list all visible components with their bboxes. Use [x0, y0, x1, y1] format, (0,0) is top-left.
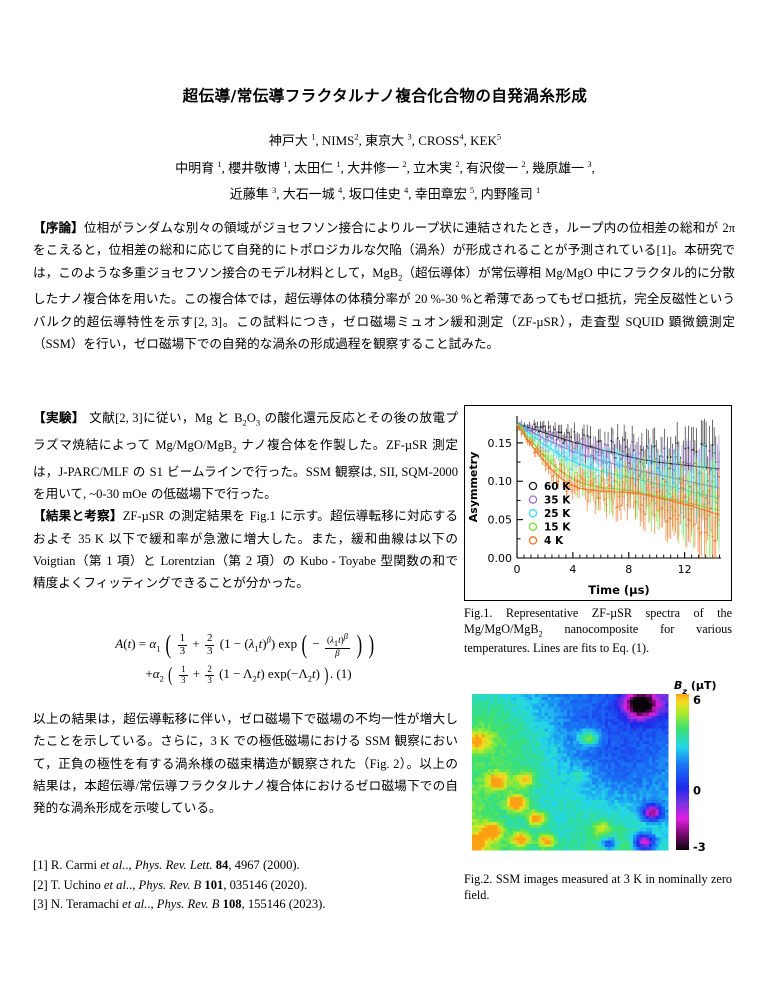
- svg-text:60 K: 60 K: [544, 481, 571, 493]
- reference-etal: et al.: [100, 858, 126, 872]
- section-results: 【結果と考察】ZF-µSR の測定結果を Fig.1 に示す。超伝導転移に対応す…: [33, 508, 459, 591]
- reference-journal: Phys. Rev. B: [156, 897, 220, 911]
- reference-tag: [3]: [33, 897, 48, 911]
- svg-text:0.10: 0.10: [488, 475, 513, 488]
- introduction-label: 【序論】: [33, 220, 84, 235]
- reference-journal: Phys. Rev. B: [138, 877, 202, 892]
- svg-text:0.15: 0.15: [488, 437, 513, 450]
- svg-text:8: 8: [625, 563, 632, 576]
- svg-text:12: 12: [678, 563, 692, 576]
- reference-volume: 84: [215, 858, 229, 872]
- paren-close: ): [368, 630, 375, 660]
- reference-volume: 101: [204, 877, 224, 892]
- reference-pages: 035146: [229, 877, 268, 892]
- figure-2-caption-text: Fig.2. SSM images measured at 3 K in nom…: [464, 872, 732, 902]
- reference-authors: N. Teramachi: [50, 897, 119, 911]
- left-column: 【実験】 文献[2, 3]に従い，Mg と B2O3 の酸化還元反応とその後の放…: [33, 407, 458, 594]
- reference-item: [3] N. Teramachi et al.., Phys. Rev. B 1…: [33, 897, 326, 911]
- svg-text:Bz (µT): Bz (µT): [674, 679, 717, 696]
- reference-list: [1] R. Carmi et al.., Phys. Rev. Lett. 8…: [33, 856, 458, 915]
- experiment-label: 【実験】: [33, 410, 85, 425]
- reference-volume: 108: [222, 897, 242, 911]
- svg-text:Asymmetry: Asymmetry: [467, 452, 480, 522]
- svg-text:4: 4: [569, 563, 576, 576]
- svg-text:15 K: 15 K: [544, 522, 571, 534]
- paren-close-inner: ): [356, 630, 363, 660]
- svg-text:0: 0: [693, 784, 701, 798]
- svg-text:25 K: 25 K: [544, 508, 571, 520]
- section-experiment: 【実験】 文献[2, 3]に従い，Mg と B2O3 の酸化還元反応とその後の放…: [33, 410, 459, 501]
- svg-text:Time (µs): Time (µs): [588, 583, 649, 597]
- reference-tag: [2]: [33, 877, 48, 892]
- author-line-1: 中明育 1, 櫻井敬博 1, 太田仁 1, 大井修一 2, 立木実 2, 有沢俊…: [175, 159, 595, 176]
- paren-close-2: ): [324, 664, 329, 687]
- figure-2-caption: Fig.2. SSM images measured at 3 K in nom…: [464, 872, 732, 903]
- figure-1-caption: Fig.1. Representative ZF-µSR spectra of …: [464, 606, 732, 656]
- reference-authors: T. Uchino: [50, 877, 101, 892]
- reference-item: [1] R. Carmi et al.., Phys. Rev. Lett. 8…: [33, 858, 300, 872]
- section-conclusion: 以上の結果は，超伝導転移に伴い，ゼロ磁場下で磁場の不均一性が増大したことを示して…: [33, 711, 459, 816]
- reference-year: (2023).: [288, 897, 326, 911]
- reference-pages: 155146: [247, 897, 286, 911]
- svg-text:0.05: 0.05: [488, 514, 513, 527]
- reference-etal: et al.: [103, 877, 130, 892]
- reference-pages: 4967: [234, 858, 260, 872]
- reference-authors: R. Carmi: [50, 858, 98, 872]
- reference-tag: [1]: [33, 858, 48, 872]
- author-list: 中明育 1, 櫻井敬博 1, 太田仁 1, 大井修一 2, 立木実 2, 有沢俊…: [50, 153, 720, 206]
- ssm-magnetic-map: Bz (µT)6 0 -3: [472, 679, 717, 854]
- svg-text:4 K: 4 K: [544, 535, 564, 547]
- figure-1-chart: 0.00 0.05 0.10 0.15 0 4 8 12 Time (µs) Asymmetry 6…: [464, 405, 732, 601]
- svg-text:35 K: 35 K: [544, 494, 571, 506]
- reference-etal: et al.: [122, 897, 148, 911]
- svg-text:0: 0: [514, 563, 521, 576]
- reference-year: (2020).: [270, 877, 308, 892]
- svg-text:6: 6: [693, 693, 701, 707]
- affiliation-line: 神戸大 1, NIMS2, 東京大 3, CROSS4, KEK5: [268, 131, 502, 148]
- author-line-2: 近藤隼 3, 大石一城 4, 坂口佳史 4, 幸田章宏 5, 内野隆司 1: [229, 185, 541, 202]
- reference-year: (2000).: [262, 858, 300, 872]
- results-label: 【結果と考察】: [33, 508, 123, 524]
- title-text: 超伝導/常伝導フラクタルナノ複合化合物の自発渦糸形成: [182, 87, 588, 105]
- figure-2-ssm-image: Bz (µT) 6 0 -3: [464, 676, 732, 862]
- reference-item: [2] T. Uchino et al.., Phys. Rev. B 101,…: [33, 877, 308, 892]
- reference-journal: Phys. Rev. Lett.: [134, 858, 213, 872]
- section-introduction: 【序論】位相がランダムな別々の領域がジョセフソン接合によりループ状に連結されたと…: [33, 220, 735, 351]
- paren-open-inner: (: [301, 630, 308, 660]
- paren-open: (: [165, 630, 171, 660]
- page-title: 超伝導/常伝導フラクタルナノ複合化合物の自発渦糸形成: [60, 84, 710, 106]
- equation-number: (1): [336, 666, 352, 682]
- asymmetry-vs-time-plot: 0.00 0.05 0.10 0.15 0 4 8 12 Time (µs) Asymmetry 6…: [467, 416, 721, 597]
- svg-text:-3: -3: [693, 840, 706, 854]
- paren-open-2: (: [168, 664, 173, 687]
- svg-text:0.00: 0.00: [488, 552, 513, 565]
